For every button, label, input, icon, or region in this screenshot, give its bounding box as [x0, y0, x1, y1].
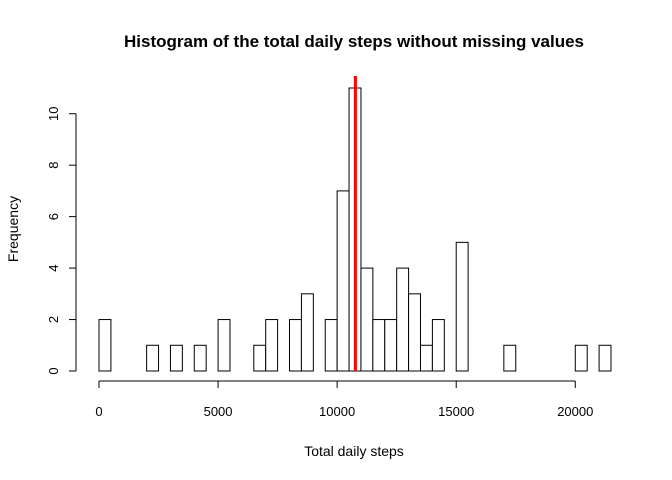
- x-tick-label: 10000: [319, 404, 355, 419]
- histogram-bar: [574, 344, 588, 372]
- x-tick-label: 5000: [204, 404, 233, 419]
- histogram-bar: [336, 190, 350, 372]
- histogram-bar: [396, 267, 410, 372]
- histogram-bar: [300, 293, 314, 372]
- y-axis: 0 2 4 6 8 10: [46, 106, 77, 375]
- x-axis: 0 5000 10000 15000 20000: [95, 380, 593, 419]
- x-tick-label: 15000: [438, 404, 474, 419]
- histogram-bar: [372, 319, 386, 372]
- x-axis-label: Total daily steps: [304, 443, 404, 459]
- histogram-bar: [289, 319, 302, 372]
- histogram-bar: [193, 344, 207, 372]
- y-tick-label: 8: [46, 162, 61, 169]
- y-axis-label: Frequency: [5, 196, 21, 262]
- histogram-bar: [360, 267, 374, 372]
- y-tick-label: 6: [46, 213, 61, 220]
- histogram-bar: [419, 344, 433, 372]
- x-tick-label: 20000: [557, 404, 593, 419]
- histogram-bar: [503, 344, 517, 372]
- histogram-bar: [146, 344, 160, 372]
- histogram-bar: [431, 319, 445, 372]
- histogram-bar: [169, 344, 183, 372]
- histogram-bar: [455, 241, 469, 372]
- y-tick-label: 10: [46, 106, 61, 120]
- y-tick-label: 0: [46, 367, 61, 374]
- histogram-bar: [253, 344, 267, 372]
- histogram-bar: [384, 319, 398, 372]
- bars-group: [98, 87, 612, 372]
- y-tick-label: 2: [46, 316, 61, 323]
- y-tick-label: 4: [46, 264, 61, 271]
- histogram-bar: [265, 319, 279, 372]
- x-tick-label: 0: [95, 404, 102, 419]
- histogram-bar: [217, 319, 231, 372]
- histogram-bar: [408, 293, 421, 372]
- histogram-bar: [598, 344, 612, 372]
- histogram-bar: [98, 319, 112, 372]
- histogram-bar: [324, 319, 338, 372]
- chart-title: Histogram of the total daily steps witho…: [124, 32, 584, 51]
